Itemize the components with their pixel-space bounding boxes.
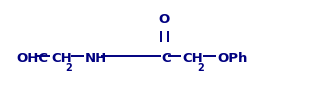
Text: C: C bbox=[162, 52, 171, 65]
Text: CH: CH bbox=[51, 52, 72, 65]
Text: OPh: OPh bbox=[217, 52, 247, 65]
Text: OHC: OHC bbox=[16, 52, 48, 65]
Text: CH: CH bbox=[183, 52, 204, 65]
Text: 2: 2 bbox=[197, 63, 204, 73]
Text: O: O bbox=[159, 13, 170, 26]
Text: NH: NH bbox=[85, 52, 108, 65]
Text: 2: 2 bbox=[65, 63, 72, 73]
